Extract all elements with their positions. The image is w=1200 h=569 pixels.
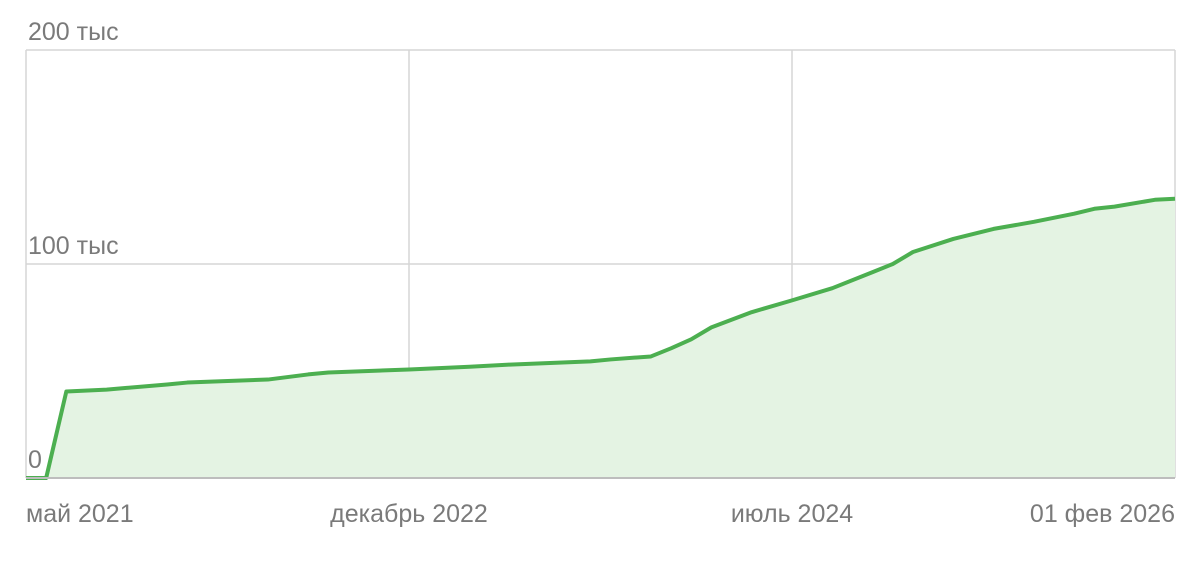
line bbox=[26, 196, 1176, 480]
x-tick-label: май 2021 bbox=[26, 500, 134, 528]
y-tick-label: 0 bbox=[28, 446, 42, 474]
area bbox=[26, 198, 1175, 479]
x-tick-label: декабрь 2022 bbox=[330, 500, 488, 528]
y-tick-label: 200 тыс bbox=[28, 18, 119, 46]
x-tick-label: 01 фев 2026 bbox=[1030, 500, 1175, 528]
y-tick-label: 100 тыс bbox=[28, 232, 119, 260]
x-tick-label: июль 2024 bbox=[731, 500, 853, 528]
